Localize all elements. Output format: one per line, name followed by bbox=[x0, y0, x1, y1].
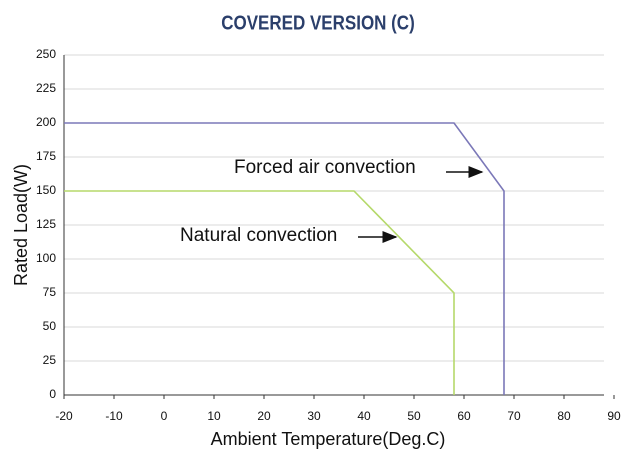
annotation: Forced air convection bbox=[234, 157, 416, 178]
x-tick-label: 80 bbox=[557, 409, 571, 423]
plot-area: 0 25 50 75 100 125 150 175 200 225 250 -20 -10 0 10 20 3… bbox=[36, 47, 621, 423]
x-tick-label: 50 bbox=[407, 409, 421, 423]
y-tick-label: 50 bbox=[43, 319, 57, 333]
x-tick-label: -10 bbox=[105, 409, 123, 423]
x-tick-label: 70 bbox=[507, 409, 521, 423]
x-tick-label: 60 bbox=[457, 409, 471, 423]
y-tick-label: 25 bbox=[43, 353, 57, 367]
y-tick-label: 150 bbox=[36, 183, 56, 197]
y-tick-label: 100 bbox=[36, 251, 56, 265]
x-tick-label: 10 bbox=[207, 409, 221, 423]
x-tick-label: 20 bbox=[257, 409, 271, 423]
y-tick-label: 75 bbox=[43, 285, 57, 299]
x-tick-label: 90 bbox=[607, 409, 621, 423]
y-axis-label: Rated Load(W) bbox=[11, 164, 31, 286]
y-tick-label: 225 bbox=[36, 81, 56, 95]
y-tick-label: 250 bbox=[36, 47, 56, 61]
y-tick-label: 0 bbox=[49, 387, 56, 401]
x-tick-label: 0 bbox=[161, 409, 168, 423]
y-tick-label: 125 bbox=[36, 217, 56, 231]
chart-title: COVERED VERSION (C) bbox=[221, 11, 415, 34]
x-tick-label: 30 bbox=[307, 409, 321, 423]
y-tick-label: 175 bbox=[36, 149, 56, 163]
line bbox=[64, 190, 455, 395]
line bbox=[64, 122, 505, 395]
y-tick-label: 200 bbox=[36, 115, 56, 129]
x-tick-label: 40 bbox=[357, 409, 371, 423]
annotation: Natural convection bbox=[180, 225, 337, 246]
x-axis-label: Ambient Temperature(Deg.C) bbox=[211, 429, 446, 449]
x-tick-label: -20 bbox=[55, 409, 73, 423]
